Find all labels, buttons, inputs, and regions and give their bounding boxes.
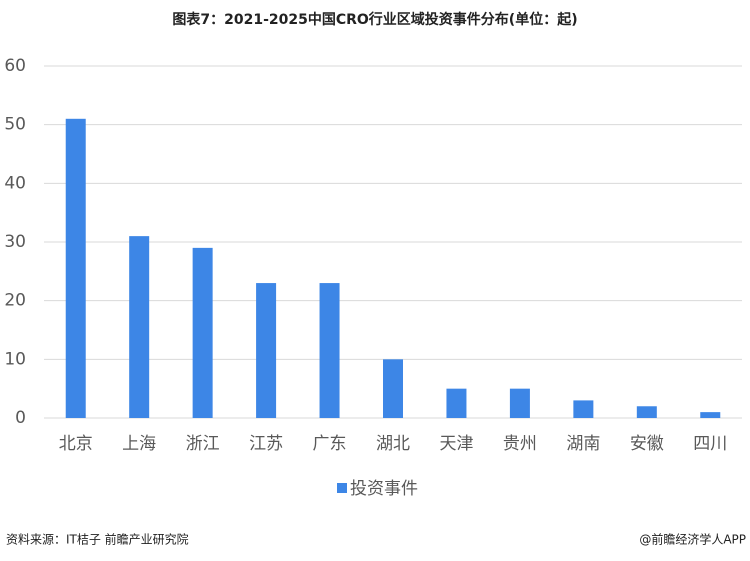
bar <box>636 406 657 418</box>
y-tick-label: 40 <box>4 173 26 193</box>
credit: @前瞻经济学人APP <box>639 532 746 547</box>
x-tick-label: 安徽 <box>630 434 664 454</box>
y-tick-label: 0 <box>15 408 26 428</box>
bar <box>383 359 403 418</box>
x-tick-label: 浙江 <box>186 434 220 454</box>
x-tick-label: 湖北 <box>376 434 410 454</box>
legend-swatch <box>337 483 347 493</box>
bar <box>192 247 213 418</box>
bar <box>573 400 594 418</box>
bar <box>256 283 277 418</box>
y-tick-label: 30 <box>4 232 26 252</box>
x-tick-label: 上海 <box>122 434 156 454</box>
source-note: 资料来源：IT桔子 前瞻产业研究院 <box>6 532 189 547</box>
y-tick-label: 10 <box>4 349 26 369</box>
x-tick-label: 北京 <box>59 434 93 454</box>
bar <box>129 236 150 418</box>
y-tick-label: 50 <box>4 115 26 135</box>
x-tick-label: 天津 <box>439 434 473 454</box>
y-tick-label: 20 <box>4 291 26 311</box>
x-tick-label: 江苏 <box>249 434 283 454</box>
bar <box>65 118 86 419</box>
bar <box>700 412 721 418</box>
bar <box>446 388 467 418</box>
bar <box>319 283 340 418</box>
x-tick-label: 广东 <box>313 434 347 454</box>
bar <box>509 388 530 418</box>
x-tick-label: 贵州 <box>503 434 537 454</box>
legend-label: 投资事件 <box>350 479 418 499</box>
y-tick-label: 60 <box>4 56 26 76</box>
x-tick-label: 四川 <box>693 434 727 454</box>
x-tick-label: 湖南 <box>566 434 600 454</box>
chart-title: 图表7：2021-2025中国CRO行业区域投资事件分布(单位：起) <box>172 11 577 28</box>
